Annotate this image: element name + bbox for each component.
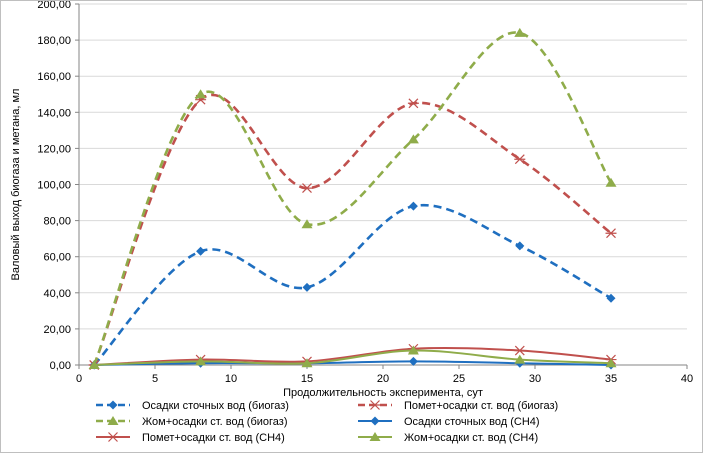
series-4: [89, 356, 616, 370]
y-tick-label: 120,00: [37, 143, 71, 155]
legend-entry-4: Осадки сточных вод (СН4): [358, 416, 540, 428]
data-point-triangle: [514, 354, 526, 364]
data-point-triangle: [301, 219, 313, 229]
data-point-asterisk: [301, 183, 313, 194]
x-tick-label: 5: [152, 373, 158, 385]
data-point-triangle: [195, 89, 207, 99]
legend-label: Осадки сточных вод (СН4): [404, 416, 540, 428]
data-point-triangle: [301, 358, 313, 368]
y-tick-label: 80,00: [43, 216, 71, 228]
data-point-triangle: [195, 356, 207, 366]
data-point-diamond: [370, 416, 380, 426]
data-point-diamond: [108, 400, 118, 410]
series-line: [94, 349, 612, 366]
grid-lines: [79, 3, 687, 330]
x-axis-title: Продолжительность эксперимента, сут: [283, 387, 483, 399]
legend-entry-2: Помет+осадки ст. вод (биогаз): [358, 400, 558, 412]
data-point-asterisk: [514, 345, 526, 356]
series-line: [93, 203, 612, 366]
legend-entry-1: Осадки сточных вод (биогаз): [96, 400, 289, 412]
axes: [75, 3, 688, 369]
legend-entry-6: Жом+осадки ст. вод (СН4): [358, 432, 538, 444]
y-tick-label: 100,00: [37, 180, 71, 192]
legend-label: Жом+осадки ст. вод (СН4): [404, 432, 538, 444]
y-tick-label: 40,00: [43, 288, 71, 300]
x-tick-label: 40: [681, 373, 693, 385]
x-tick-label: 30: [529, 373, 541, 385]
legend-label: Жом+осадки ст. вод (биогаз): [142, 416, 288, 428]
series-6: [88, 345, 617, 369]
data-point-diamond: [408, 356, 418, 366]
series-2: [88, 93, 617, 370]
data-point-triangle: [407, 134, 419, 144]
legend-entry-5: Помет+осадки ст. вод (СН4): [96, 432, 285, 444]
y-axis-title: Валовый выход биогаза и метана, мл: [10, 89, 22, 281]
data-point-asterisk: [107, 432, 119, 442]
y-tick-label: 200,00: [37, 1, 71, 11]
data-point-diamond: [196, 246, 206, 256]
x-tick-label: 15: [301, 373, 313, 385]
series-group: [88, 27, 617, 370]
legend-label: Помет+осадки ст. вод (СН4): [142, 432, 285, 444]
data-point-diamond: [408, 201, 418, 211]
series-3: [88, 27, 617, 369]
data-point-triangle: [605, 358, 617, 368]
x-tick-label: 10: [225, 373, 237, 385]
y-tick-label: 160,00: [37, 71, 71, 83]
data-point-triangle: [605, 177, 617, 187]
x-tick-label: 20: [377, 373, 389, 385]
series-1: [89, 201, 616, 370]
data-point-diamond: [302, 282, 312, 292]
legend-entry-3: Жом+осадки ст. вод (биогаз): [96, 416, 288, 428]
data-point-diamond: [606, 293, 616, 303]
legend-label: Помет+осадки ст. вод (биогаз): [404, 400, 558, 412]
data-point-asterisk: [407, 98, 419, 109]
data-point-asterisk: [514, 154, 526, 165]
y-tick-label: 60,00: [43, 252, 71, 264]
x-tick-label: 35: [605, 373, 617, 385]
series-line: [92, 31, 613, 366]
legend: Осадки сточных вод (биогаз) Помет+осадки …: [96, 400, 558, 444]
data-point-triangle: [514, 27, 526, 37]
data-point-asterisk: [369, 400, 381, 410]
data-point-asterisk: [605, 228, 617, 239]
y-tick-label: 140,00: [37, 107, 71, 119]
x-tick-label: 25: [453, 373, 465, 385]
y-tick-label: 0,00: [50, 360, 71, 372]
data-point-triangle: [107, 416, 119, 425]
y-tick-label: 180,00: [37, 35, 71, 47]
x-tick-labels: 0 5 10 15 20 25 30 35 40: [76, 373, 693, 385]
data-point-triangle: [369, 432, 381, 441]
y-tick-label: 20,00: [43, 324, 71, 336]
data-point-diamond: [515, 241, 525, 251]
series-line: [92, 93, 612, 366]
x-tick-label: 0: [76, 373, 82, 385]
data-point-triangle: [407, 345, 419, 355]
legend-label: Осадки сточных вод (биогаз): [142, 400, 289, 412]
y-tick-labels: 0,00 20,00 40,00 60,00 80,00 100,00 120,00 140,…: [37, 1, 71, 372]
data-point-triangle: [88, 360, 100, 369]
